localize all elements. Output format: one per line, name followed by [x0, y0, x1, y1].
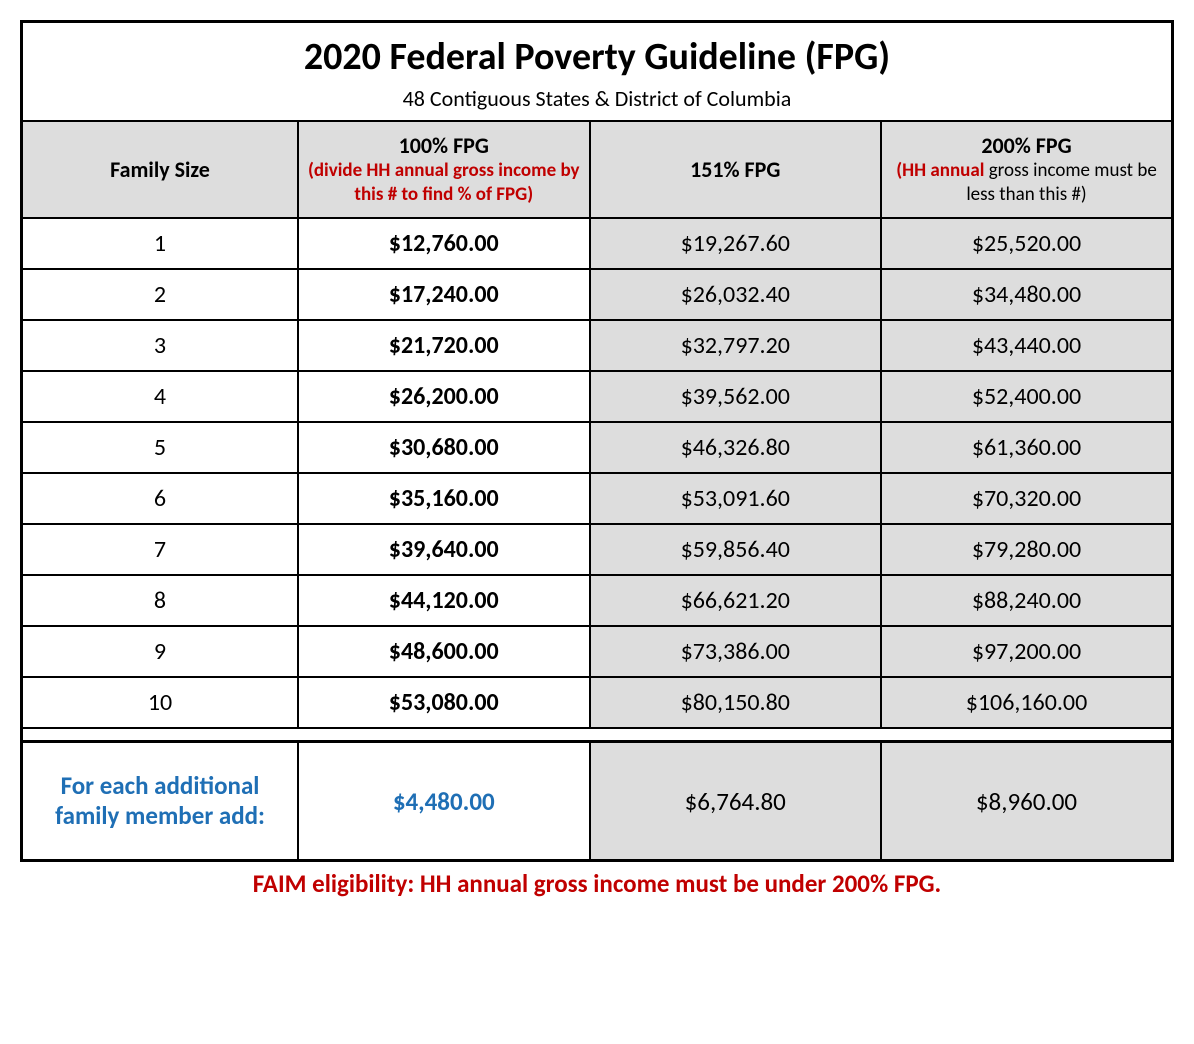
cell-fpg200: $70,320.00 — [881, 473, 1173, 524]
header-fpg100-note: (divide HH annual gross income by this #… — [305, 159, 582, 207]
cell-family-size: 3 — [22, 320, 299, 371]
additional-member-row: For each additional family member add: $… — [22, 742, 1173, 861]
table-row: 5$30,680.00$46,326.80$61,360.00 — [22, 422, 1173, 473]
header-fpg151: 151% FPG — [590, 121, 881, 218]
fpg-table-container: 2020 Federal Poverty Guideline (FPG) 48 … — [20, 20, 1174, 899]
cell-family-size: 4 — [22, 371, 299, 422]
cell-fpg200: $97,200.00 — [881, 626, 1173, 677]
cell-fpg100: $17,240.00 — [298, 269, 589, 320]
header-fpg200-note-rest: gross income must be less than this #) — [966, 159, 1156, 206]
cell-fpg200: $43,440.00 — [881, 320, 1173, 371]
table-row: 10$53,080.00$80,150.80$106,160.00 — [22, 677, 1173, 728]
cell-fpg200: $106,160.00 — [881, 677, 1173, 728]
cell-fpg151: $59,856.40 — [590, 524, 881, 575]
table-row: 4$26,200.00$39,562.00$52,400.00 — [22, 371, 1173, 422]
table-title: 2020 Federal Poverty Guideline (FPG) — [23, 37, 1171, 79]
cell-fpg151: $73,386.00 — [590, 626, 881, 677]
cell-fpg100: $44,120.00 — [298, 575, 589, 626]
cell-fpg151: $80,150.80 — [590, 677, 881, 728]
cell-family-size: 8 — [22, 575, 299, 626]
gap-row — [22, 728, 1173, 742]
cell-fpg100: $12,760.00 — [298, 218, 589, 269]
cell-fpg200: $88,240.00 — [881, 575, 1173, 626]
cell-family-size: 6 — [22, 473, 299, 524]
footer-fpg151: $6,764.80 — [590, 742, 881, 861]
cell-fpg100: $35,160.00 — [298, 473, 589, 524]
cell-fpg200: $25,520.00 — [881, 218, 1173, 269]
table-row: 9$48,600.00$73,386.00$97,200.00 — [22, 626, 1173, 677]
table-title-cell: 2020 Federal Poverty Guideline (FPG) 48 … — [22, 22, 1173, 121]
footer-label: For each additional family member add: — [22, 742, 299, 861]
header-fpg100-label: 100% FPG — [399, 132, 489, 159]
table-row: 7$39,640.00$59,856.40$79,280.00 — [22, 524, 1173, 575]
cell-fpg151: $32,797.20 — [590, 320, 881, 371]
cell-fpg100: $53,080.00 — [298, 677, 589, 728]
footer-fpg100: $4,480.00 — [298, 742, 589, 861]
table-row: 6$35,160.00$53,091.60$70,320.00 — [22, 473, 1173, 524]
fpg-table: 2020 Federal Poverty Guideline (FPG) 48 … — [20, 20, 1174, 862]
cell-fpg151: $66,621.20 — [590, 575, 881, 626]
cell-fpg151: $39,562.00 — [590, 371, 881, 422]
cell-fpg200: $52,400.00 — [881, 371, 1173, 422]
header-family-size: Family Size — [22, 121, 299, 218]
cell-fpg151: $19,267.60 — [590, 218, 881, 269]
header-fpg200: 200% FPG (HH annual gross income must be… — [881, 121, 1173, 218]
header-fpg100: 100% FPG (divide HH annual gross income … — [298, 121, 589, 218]
cell-fpg151: $26,032.40 — [590, 269, 881, 320]
cell-family-size: 9 — [22, 626, 299, 677]
column-header-row: Family Size 100% FPG (divide HH annual g… — [22, 121, 1173, 218]
cell-fpg151: $46,326.80 — [590, 422, 881, 473]
table-subtitle: 48 Contiguous States & District of Colum… — [23, 85, 1171, 112]
cell-fpg151: $53,091.60 — [590, 473, 881, 524]
cell-family-size: 7 — [22, 524, 299, 575]
cell-fpg100: $26,200.00 — [298, 371, 589, 422]
table-row: 2$17,240.00$26,032.40$34,480.00 — [22, 269, 1173, 320]
table-row: 3$21,720.00$32,797.20$43,440.00 — [22, 320, 1173, 371]
cell-family-size: 5 — [22, 422, 299, 473]
eligibility-note: FAIM eligibility: HH annual gross income… — [20, 868, 1174, 899]
table-row: 1$12,760.00$19,267.60$25,520.00 — [22, 218, 1173, 269]
cell-fpg200: $34,480.00 — [881, 269, 1173, 320]
header-fpg200-note-bold: (HH annual — [896, 159, 984, 182]
cell-fpg100: $48,600.00 — [298, 626, 589, 677]
header-fpg200-note: (HH annual gross income must be less tha… — [888, 159, 1165, 207]
cell-family-size: 2 — [22, 269, 299, 320]
cell-fpg100: $30,680.00 — [298, 422, 589, 473]
cell-family-size: 10 — [22, 677, 299, 728]
cell-fpg200: $79,280.00 — [881, 524, 1173, 575]
cell-fpg100: $39,640.00 — [298, 524, 589, 575]
cell-fpg200: $61,360.00 — [881, 422, 1173, 473]
cell-family-size: 1 — [22, 218, 299, 269]
footer-fpg200: $8,960.00 — [881, 742, 1173, 861]
cell-fpg100: $21,720.00 — [298, 320, 589, 371]
table-body: 1$12,760.00$19,267.60$25,520.002$17,240.… — [22, 218, 1173, 728]
table-row: 8$44,120.00$66,621.20$88,240.00 — [22, 575, 1173, 626]
header-fpg200-label: 200% FPG — [981, 132, 1071, 159]
